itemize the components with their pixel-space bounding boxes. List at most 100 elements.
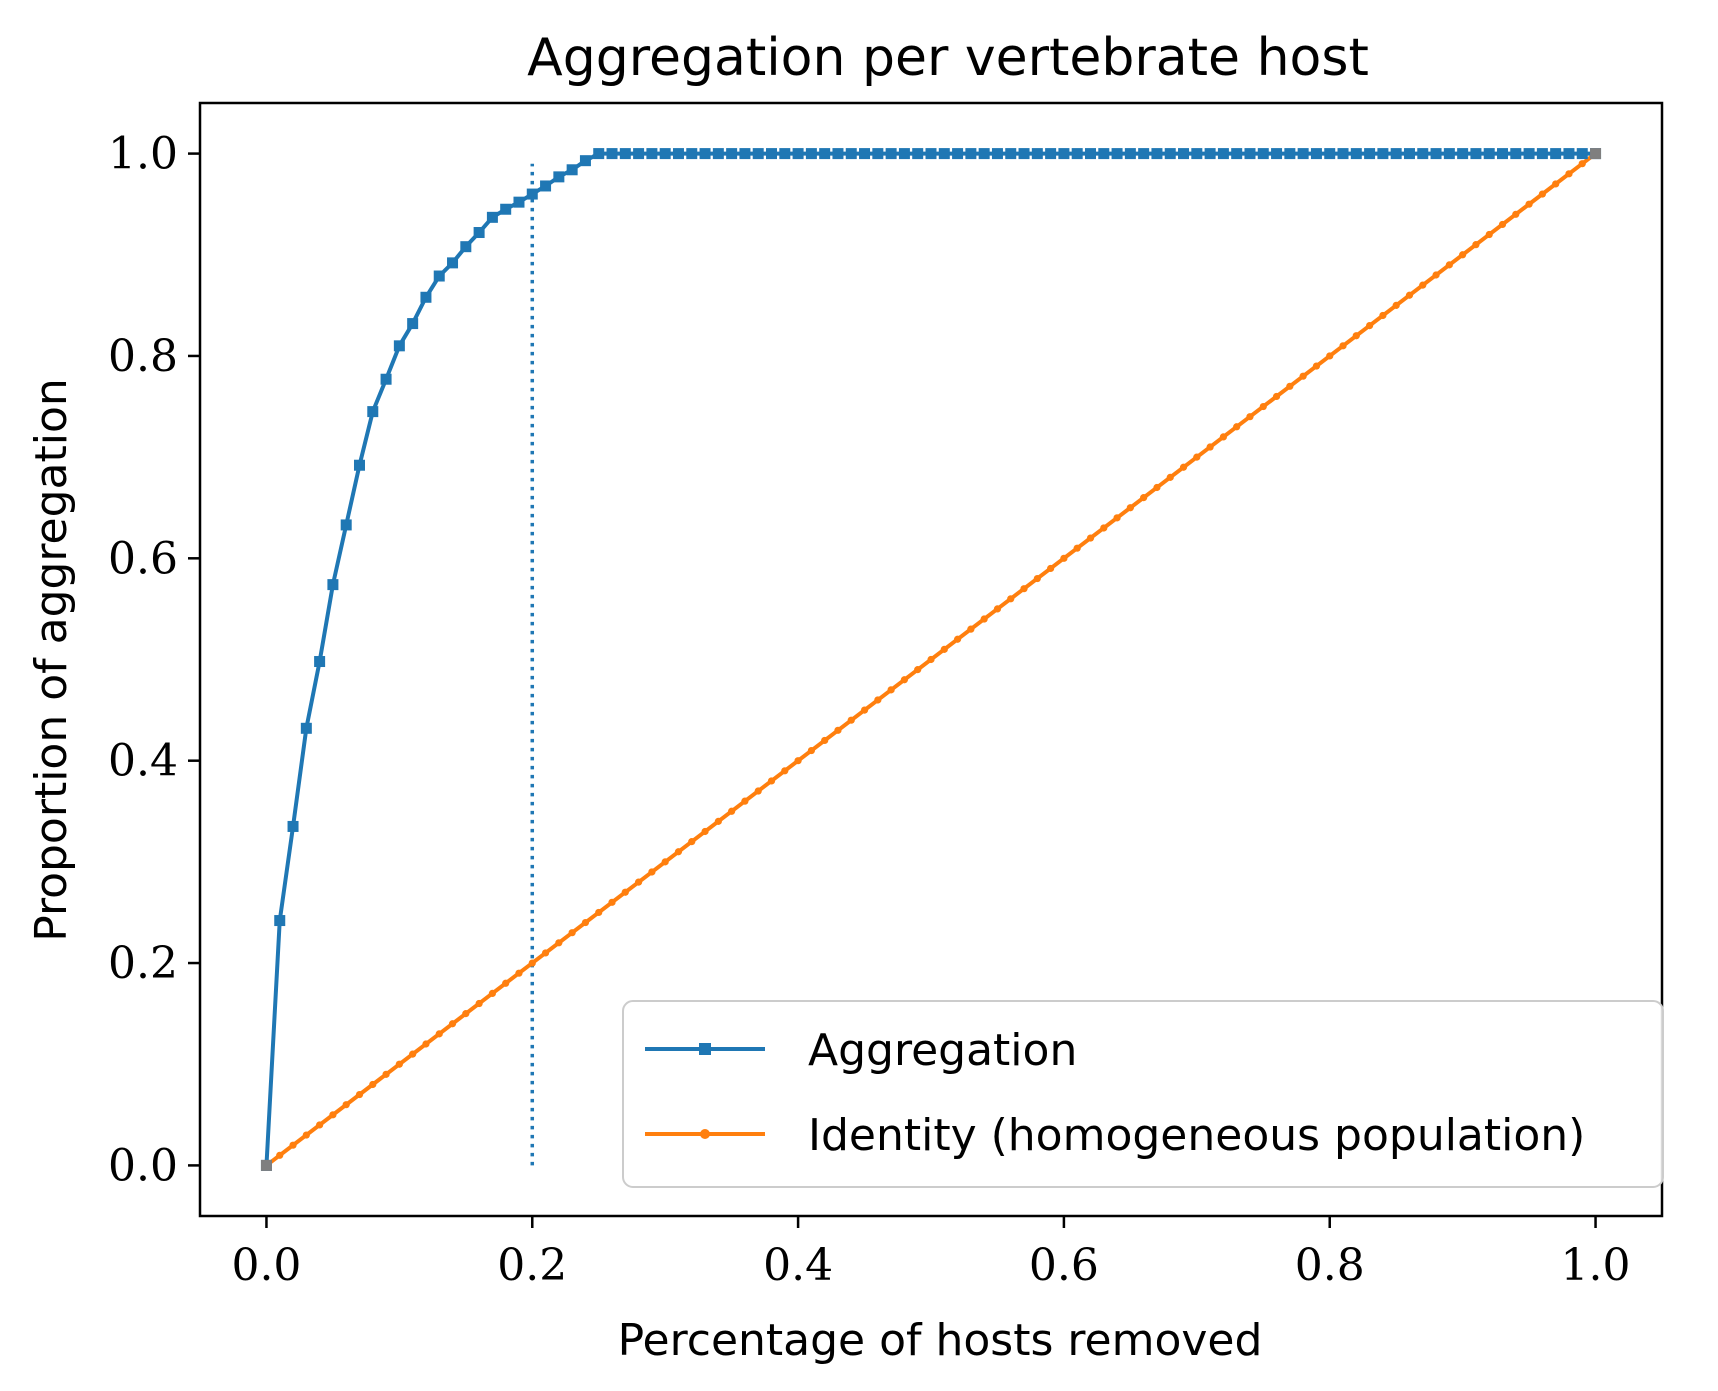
aggregation-point [1058,148,1070,160]
identity-point [887,686,895,694]
identity-point [1047,564,1055,573]
aggregation-point [566,164,578,176]
identity-point [1432,271,1440,279]
aggregation-point [978,148,990,160]
aggregation-point [1443,148,1455,160]
aggregation-point [792,148,804,160]
identity-point [1392,301,1400,309]
aggregation-point [1297,148,1309,160]
identity-point [555,939,563,947]
aggregation-point [473,227,485,239]
identity-point [714,817,722,825]
aggregation-point [1364,148,1376,160]
identity-point [914,666,922,674]
aggregation-point [1324,148,1336,160]
aggregation-point [486,211,498,223]
aggregation-point [447,257,459,269]
aggregation-point [393,340,405,352]
legend-label-identity: Identity (homogeneous population) [808,1110,1585,1161]
identity-point [1512,210,1520,218]
identity-point [621,888,629,896]
identity-point [674,848,683,856]
identity-point [1246,413,1254,421]
aggregation-point [513,196,525,208]
identity-point [1073,544,1081,552]
aggregation-point [686,148,698,160]
aggregation-point [1151,148,1163,160]
aggregation-point [965,148,977,160]
identity-point [1100,524,1108,532]
legend: Aggregation Identity (homogeneous popula… [622,1000,1664,1188]
y-tick-label-0: 0.0 [108,1140,178,1191]
identity-point [1007,595,1015,603]
identity-point [1326,352,1334,360]
legend-frame [622,1000,1664,1188]
identity-point [1193,453,1201,461]
x-tick-label-5: 1.0 [1561,1240,1631,1291]
identity-point [595,908,603,917]
aggregation-point [1483,148,1495,160]
aggregation-point [1563,148,1575,160]
identity-point [541,949,550,957]
aggregation-point [314,656,326,668]
identity-point [302,1131,310,1139]
aggregation-point [819,148,831,160]
aggregation-point [1350,148,1362,160]
aggregation-point [752,148,764,160]
identity-point [1339,342,1347,350]
identity-point [581,918,590,927]
identity-point [1286,382,1294,390]
aggregation-point [1191,148,1203,160]
y-axis: 0.0 0.2 0.4 0.6 0.8 1.0 [108,129,200,1191]
identity-point [688,838,696,846]
identity-point [754,787,762,795]
aggregation-point [593,148,605,160]
aggregation-point [726,148,738,160]
identity-point [608,898,616,906]
aggregation-point [1005,148,1017,160]
aggregation-point [1417,148,1429,160]
aggregation-point [1576,148,1588,160]
identity-point [355,1090,364,1099]
identity-point [967,625,975,633]
identity-point [1445,261,1453,269]
identity-point [834,726,842,734]
identity-point [1126,504,1134,512]
aggregation-point [845,148,857,160]
aggregation-point [1031,148,1043,160]
aggregation-point [1217,148,1229,160]
y-tick-label-3: 0.6 [108,533,178,584]
identity-point [1086,534,1095,542]
identity-point [1379,311,1387,320]
identity-point [488,989,496,998]
aggregation-point [1204,148,1216,160]
aggregation-point [1310,148,1322,160]
aggregation-point [1550,148,1562,160]
identity-point [701,827,709,836]
identity-point [1272,392,1281,401]
aggregation-point [885,148,897,160]
identity-point [1565,170,1573,178]
identity-point [1153,483,1161,492]
aggregation-point [991,148,1003,160]
aggregation-point [460,241,472,253]
identity-point [794,757,802,765]
aggregation-point [353,459,365,471]
y-tick-label-4: 0.8 [108,331,178,382]
identity-point [1140,494,1148,502]
identity-point [316,1121,324,1129]
aggregation-point [340,519,352,531]
aggregation-point [433,270,445,282]
identity-point [462,1010,470,1018]
identity-point [276,1151,284,1159]
aggregation-point [805,148,817,160]
identity-point [993,605,1002,613]
identity-point [1166,473,1174,481]
identity-point [1233,423,1241,431]
aggregation-point [1124,148,1136,160]
identity-point [515,969,523,977]
identity-point [1419,281,1427,289]
identity-point [528,959,536,967]
aggregation-point [287,820,299,832]
legend-marker-aggregation [699,1043,711,1055]
